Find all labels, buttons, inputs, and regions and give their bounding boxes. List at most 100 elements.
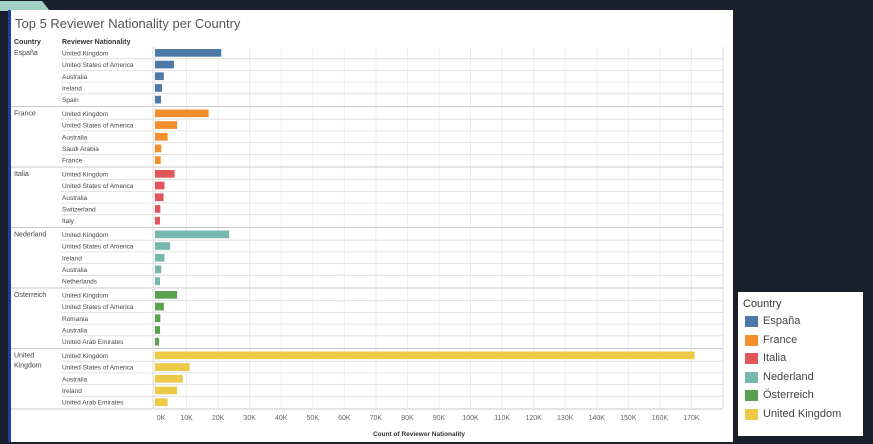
nationality-label: Australia [62,74,88,81]
bar [155,302,164,311]
nationality-label: Switzerland [62,206,96,213]
x-tick-label: 140K [589,415,606,422]
bar [155,351,695,360]
legend-swatch [745,353,758,365]
bar [155,205,161,213]
nationality-label: Australia [62,327,88,334]
bar [155,265,162,274]
bar [155,109,209,118]
nationality-label: United States of America [62,123,134,130]
legend-swatch [745,316,758,327]
bar [155,337,160,346]
x-tick-label: 120K [525,415,542,422]
bar [155,363,190,371]
legend-label: Nederland [763,370,814,383]
bar [155,84,162,92]
bar [155,314,161,323]
nationality-label: United States of America [62,62,134,69]
x-tick-label: 0K [157,415,166,422]
nationality-label: United Kingdom [62,171,108,178]
country-label-line: Kingdom [14,363,42,370]
bar [155,277,161,285]
bar [155,291,178,299]
bar [155,156,161,164]
bar [155,95,161,104]
nationality-label: United Kingdom [62,292,108,299]
nationality-label: Australia [62,376,88,383]
x-tick-label: 50K [307,415,320,422]
country-label: Nederland [14,232,46,239]
x-tick-label: 30K [243,415,256,422]
x-tick-label: 70K [370,415,383,422]
nationality-label: United States of America [62,183,134,190]
nationality-label: Ireland [62,388,82,395]
legend-label: United Kingdom [763,408,842,420]
country-label: Italia [14,171,29,178]
chart-title: Top 5 Reviewer Nationality per Country [15,16,241,31]
x-tick-label: 60K [338,415,351,422]
nationality-label: Ireland [62,255,82,262]
nationality-label: France [62,158,83,165]
x-tick-label: 10K [180,415,193,422]
nationality-label: Netherlands [62,279,98,286]
bar [155,60,174,69]
nationality-label: Ireland [62,85,82,92]
legend-label: España [763,315,801,327]
bar [155,326,161,334]
nationality-label: Australia [62,134,88,141]
bar [155,253,165,262]
legend-swatch [745,334,758,346]
nationality-label: Spain [62,97,79,104]
nationality-label: United Kingdom [62,50,108,57]
x-axis-title: Count of Reviewer Nationality [373,431,465,438]
legend-swatch [745,409,758,420]
nationality-label: United States of America [62,244,134,251]
bar [155,386,178,395]
x-tick-label: 90K [433,415,446,422]
country-label-line: United [14,353,34,360]
bar-chart: España United Kingdom United States of Ame… [11,47,724,438]
x-tick-label: 110K [494,415,510,422]
nationality-label: United Kingdom [62,111,108,118]
x-tick-label: 150K [620,415,637,422]
nationality-label: Australia [62,267,88,274]
bar [155,230,230,239]
x-tick-label: 130K [557,415,574,422]
bar [155,144,162,153]
nationality-label: Australia [62,195,88,202]
nationality-label: United States of America [62,304,134,311]
x-tick-label: 160K [652,415,669,422]
bar [155,49,222,57]
bar [155,72,164,81]
country-label: France [14,111,36,118]
nationality-label: Saudi Arabia [62,146,99,153]
nationality-label: Romania [62,316,88,323]
legend-label: Italia [763,352,787,365]
x-tick-label: 80K [401,415,414,422]
bar [155,374,183,383]
nationality-label: United Kingdom [62,232,108,239]
bar [155,132,168,141]
legend-swatch [745,390,758,402]
x-tick-label: 100K [462,415,479,422]
bar [155,170,175,178]
legend-swatch [745,371,758,383]
bar [155,121,178,129]
country-column-header: Country [14,39,41,46]
bar [155,398,168,406]
country-label: United Kingdom [14,353,42,370]
country-label: España [14,50,38,57]
nationality-label: United Arab Emirates [62,339,124,346]
bar [155,216,161,225]
nationality-label: United States of America [62,365,134,372]
bar [155,242,171,250]
chart-panel: Top 5 Reviewer Nationality per Country C… [8,10,733,442]
x-tick-label: 20K [212,415,225,422]
bar [155,193,164,202]
nationality-label: United Kingdom [62,353,108,360]
country-label: Österreich [14,291,46,299]
x-tick-label: 170K [683,415,700,422]
x-tick-label: 40K [275,415,288,422]
bar [155,181,165,190]
nationality-label: Italy [62,218,75,225]
